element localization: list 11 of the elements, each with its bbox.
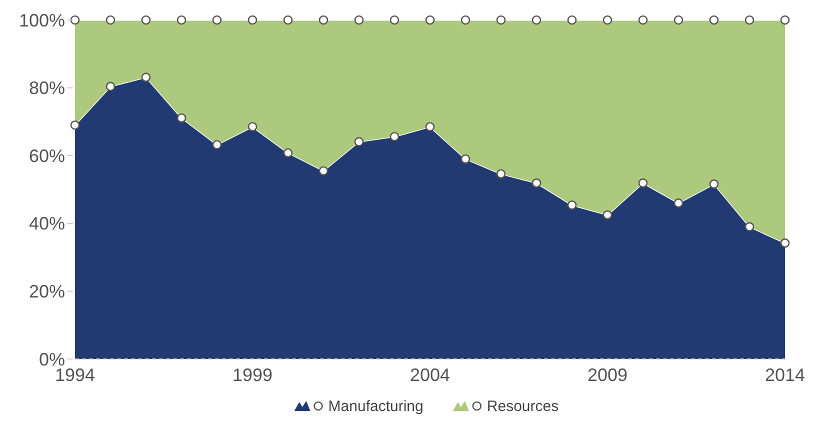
x-tick-label: 2014 (764, 365, 806, 385)
y-tick-label: 100% (18, 10, 65, 30)
x-tick-label: 1999 (232, 365, 273, 385)
y-tick-label: 20% (28, 282, 65, 302)
y-tick-label: 80% (28, 78, 65, 98)
y-tick-label: 60% (28, 146, 65, 166)
x-tick-label: 2004 (410, 365, 450, 385)
x-tick-label: 2009 (587, 365, 628, 385)
y-tick-label: 40% (28, 214, 65, 234)
legend-label: Manufacturing (328, 398, 424, 415)
legend-label: Resources (486, 398, 559, 415)
